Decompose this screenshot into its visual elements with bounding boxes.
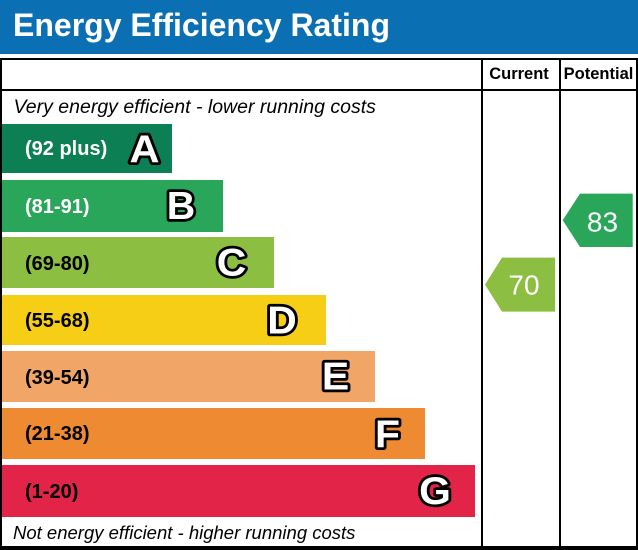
svg-text:70: 70 — [508, 270, 539, 301]
svg-text:G: G — [419, 470, 451, 513]
svg-text:A: A — [130, 128, 160, 171]
svg-text:E: E — [322, 356, 349, 399]
svg-text:83: 83 — [587, 207, 618, 238]
svg-text:D: D — [267, 300, 297, 343]
svg-text:C: C — [217, 242, 247, 285]
svg-text:B: B — [167, 185, 196, 228]
svg-text:F: F — [375, 413, 400, 456]
